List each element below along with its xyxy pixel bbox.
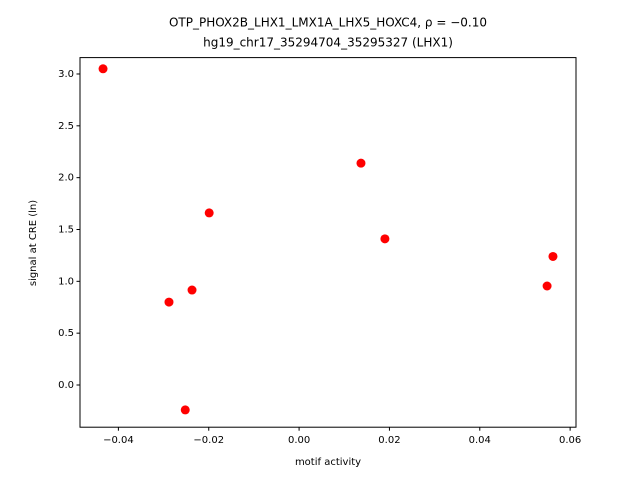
scatter-point (542, 281, 552, 291)
x-tick-label: 0.06 (559, 435, 581, 446)
x-axis-label: motif activity (295, 457, 361, 468)
x-tick-label: −0.02 (193, 435, 224, 446)
scatter-point (187, 285, 197, 295)
x-tick-label: 0.02 (378, 435, 400, 446)
y-tick-label: 3.0 (58, 69, 74, 80)
y-axis-label: signal at CRE (ln) (28, 200, 39, 286)
x-tick-label: −0.04 (103, 435, 134, 446)
y-tick-label: 2.0 (58, 173, 74, 184)
scatter-point (548, 251, 558, 261)
scatter-point (180, 405, 190, 415)
x-tick-label: 0.00 (288, 435, 310, 446)
plot-frame (79, 57, 577, 428)
y-tick-label: 1.5 (58, 224, 74, 235)
chart-title: OTP_PHOX2B_LHX1_LMX1A_LHX5_HOXC4, ρ = −0… (169, 16, 487, 30)
chart-subtitle: hg19_chr17_35294704_35295327 (LHX1) (203, 36, 453, 50)
y-tick-label: 0.0 (58, 380, 74, 391)
y-tick-label: 1.0 (58, 276, 74, 287)
scatter-point (356, 158, 366, 168)
scatter-point (204, 208, 214, 218)
y-tick-label: 2.5 (58, 121, 74, 132)
scatter-point (380, 234, 390, 244)
y-tick-label: 0.5 (58, 328, 74, 339)
scatter-point (98, 64, 108, 74)
x-tick-label: 0.04 (469, 435, 491, 446)
scatter-point (164, 297, 174, 307)
